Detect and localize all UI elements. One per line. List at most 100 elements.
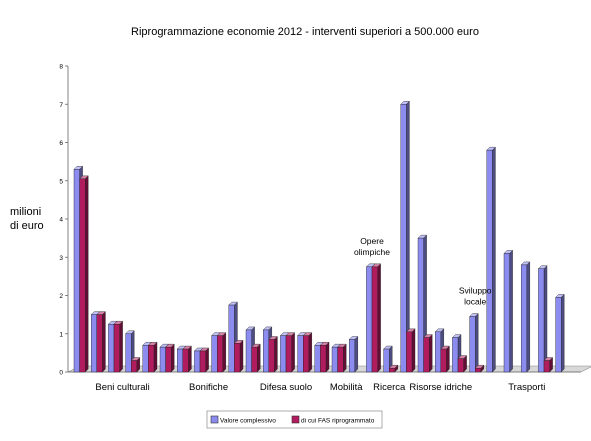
bar-front: [521, 264, 528, 373]
category-group-label: Trasporti: [508, 382, 545, 393]
bar-side: [257, 343, 261, 373]
bar-valore-16: [348, 336, 359, 373]
bar-front: [182, 348, 189, 373]
bar-front: [371, 266, 378, 373]
bar-side: [492, 146, 496, 373]
bar-valore-27: [537, 265, 548, 373]
bar-front: [199, 350, 206, 373]
bar-side: [354, 336, 358, 373]
bar-fas-21: [440, 345, 450, 373]
bar-fas-9: [233, 339, 244, 373]
bar-fas-17: [371, 263, 382, 373]
bar-fas-4: [147, 341, 158, 373]
bar-front: [543, 360, 550, 373]
bar-front: [389, 367, 396, 373]
annotation-label: olimpiche: [354, 247, 390, 257]
bar-side: [84, 175, 89, 373]
category-group-label: Bonifiche: [189, 382, 228, 393]
bar-front: [148, 345, 155, 373]
bar-front: [297, 335, 304, 373]
category-group-label: Mobilità: [330, 382, 363, 393]
bar-side: [411, 328, 416, 373]
bar-front: [228, 304, 235, 373]
bar-front: [440, 348, 447, 373]
bar-fas-23: [474, 364, 485, 373]
bar-front: [383, 348, 390, 373]
bar-side: [188, 345, 192, 373]
bar-fas-18: [388, 364, 399, 373]
bar-front: [142, 345, 149, 373]
bar-fas-7: [199, 347, 210, 373]
annotation-label: locale: [464, 297, 486, 307]
bar-front: [280, 335, 287, 373]
bar-front: [159, 346, 166, 373]
bar-fas-19: [405, 328, 416, 373]
bar-side: [239, 339, 244, 373]
bar-front: [165, 346, 172, 373]
y-tick-label: 5: [59, 178, 63, 185]
bar-front: [417, 237, 424, 373]
bar-valore-23: [469, 313, 479, 373]
bar-front: [303, 335, 310, 373]
category-group-label: Risorse idriche: [409, 382, 472, 393]
annotation-label: Opere: [360, 236, 384, 246]
bar-front: [176, 348, 183, 373]
y-tick-label: 3: [59, 255, 63, 262]
bar-front: [423, 337, 430, 373]
bar-side: [526, 261, 530, 373]
legend: Valore complessivo di cui FAS riprogramm…: [206, 410, 383, 429]
bar-front: [79, 178, 86, 373]
y-tick-label: 8: [59, 64, 63, 71]
y-axis-label-line-2: di euro: [10, 220, 44, 232]
category-group-label: Difesa suolo: [260, 382, 312, 393]
bar-front: [469, 316, 476, 373]
bar-side: [429, 334, 433, 373]
bar-fas-27: [543, 357, 554, 373]
bar-front: [73, 169, 80, 373]
bar-fas-6: [182, 345, 192, 373]
bar-fas-10: [251, 343, 261, 373]
y-tick-label: 0: [59, 370, 63, 377]
bar-side: [509, 249, 513, 373]
bar-fas-14: [319, 341, 330, 373]
bar-side: [343, 343, 347, 373]
bar-fas-0: [79, 175, 89, 373]
y-tick-label: 4: [59, 217, 63, 224]
bar-fas-5: [165, 343, 175, 373]
bar-front: [475, 367, 482, 373]
bar-side: [119, 320, 123, 373]
y-tick-label: 6: [59, 140, 63, 147]
y-tick-label: 7: [59, 102, 63, 109]
bar-side: [377, 263, 381, 373]
legend-label-fas: di cui FAS riprogrammato: [301, 418, 375, 425]
bar-side: [170, 343, 175, 373]
bars: [73, 100, 565, 373]
bar-front: [400, 104, 407, 373]
bar-front: [130, 360, 137, 373]
bar-front: [555, 297, 562, 373]
bar-side: [274, 336, 278, 373]
bar-fas-11: [268, 336, 278, 373]
bar-valore-25: [503, 249, 514, 373]
category-group-label: Beni culturali: [95, 382, 149, 393]
bar-fas-15: [337, 343, 347, 373]
bar-front: [486, 149, 493, 373]
bar-front: [263, 329, 270, 373]
bar-fas-2: [113, 320, 124, 373]
bar-front: [113, 323, 120, 373]
bar-valore-26: [520, 261, 531, 373]
bar-valore-24: [486, 146, 496, 373]
bar-front: [268, 339, 275, 373]
bar-side: [102, 311, 106, 373]
bar-front: [211, 335, 218, 373]
bar-side: [153, 341, 158, 373]
bar-front: [337, 346, 344, 373]
bar-front: [435, 331, 442, 373]
bar-valore-18: [383, 345, 393, 373]
category-labels: Beni culturali Bonifiche Difesa suolo Mobil…: [95, 236, 545, 393]
bar-side: [446, 345, 450, 373]
bar-front: [320, 345, 327, 373]
bar-front: [216, 335, 223, 373]
bar-front: [452, 337, 459, 373]
